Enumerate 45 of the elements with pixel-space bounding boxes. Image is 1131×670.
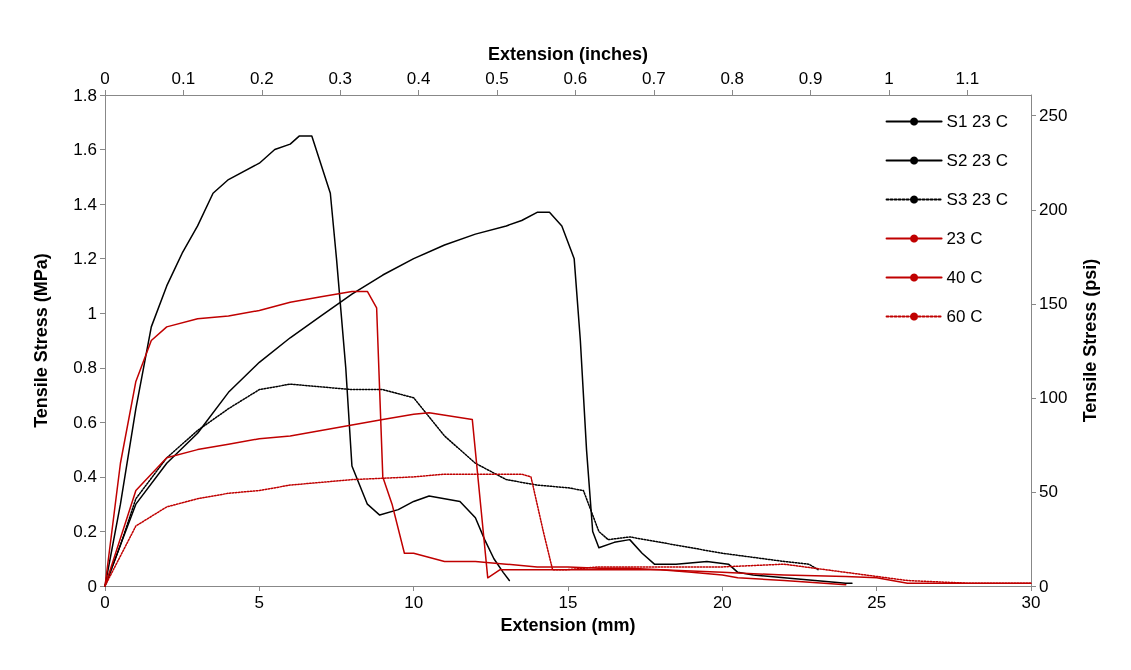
legend-label: 40 C: [946, 268, 983, 287]
x-axis-title: Extension (mm): [500, 614, 636, 635]
x2-tick-label: 0.5: [485, 69, 509, 88]
legend-label: S1 23 C: [946, 112, 1009, 131]
x-tick-label: 20: [712, 593, 732, 612]
x-tick-label: 0: [100, 593, 110, 612]
x-tick-label: 25: [867, 593, 887, 612]
y-tick-label: 1: [87, 303, 97, 323]
y-tick-label: 1.8: [73, 85, 97, 105]
x2-tick-label: 0.7: [641, 69, 666, 88]
x2-tick-label: 0.6: [563, 69, 588, 88]
x-tick-label: 5: [254, 593, 265, 612]
x2-tick-label: 0.2: [249, 69, 274, 88]
x2-tick-label: 0.9: [798, 69, 823, 88]
y-axis-title: Tensile Stress (MPa): [31, 253, 51, 428]
y2-axis-title: Tensile Stress (psi): [1080, 258, 1100, 423]
y2-tick-label: 0: [1039, 576, 1049, 596]
y2-tick-label: 100: [1039, 388, 1068, 408]
x-tick-label: 30: [1021, 593, 1041, 612]
y2-tick-label: 200: [1039, 200, 1068, 220]
y-tick-label: 0.8: [73, 358, 97, 378]
y-tick-label: 1.6: [73, 140, 97, 160]
y-tick-label: 1.2: [73, 249, 97, 269]
y2-tick-label: 50: [1039, 482, 1058, 502]
x2-axis-title: Extension (inches): [487, 44, 649, 64]
y-tick-label: 0.6: [73, 412, 97, 432]
x2-tick-label: 0: [100, 69, 110, 88]
x2-tick-label: 0.4: [406, 69, 431, 88]
x2-tick-label: 0.1: [171, 69, 196, 88]
x-tick-label: 15: [558, 593, 578, 612]
x2-tick-label: 1: [884, 69, 894, 88]
legend-label: 60 C: [946, 307, 983, 326]
legend-label: S3 23 C: [946, 190, 1009, 209]
y-tick-label: 1.4: [73, 194, 97, 214]
x-tick-label: 10: [404, 593, 424, 612]
x2-tick-label: 1.1: [955, 69, 980, 88]
legend-label: S2 23 C: [946, 151, 1009, 170]
y-tick-label: 0.4: [73, 467, 97, 487]
y2-tick-label: 150: [1039, 294, 1068, 314]
x2-tick-label: 0.3: [328, 69, 353, 88]
y-tick-label: 0.2: [73, 521, 97, 541]
y2-tick-label: 250: [1039, 106, 1068, 126]
y-tick-label: 0: [87, 576, 97, 596]
x2-tick-label: 0.8: [720, 69, 745, 88]
legend-label: 23 C: [946, 229, 983, 248]
